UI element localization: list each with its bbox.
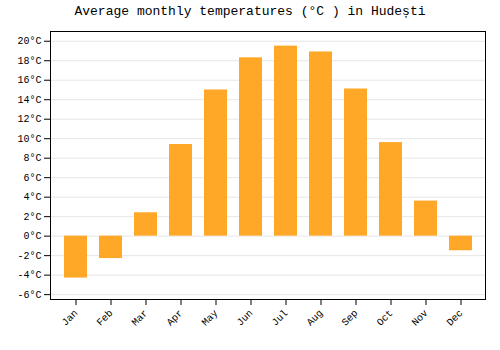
svg-text:2°C: 2°C [23, 212, 41, 223]
svg-text:14°C: 14°C [17, 95, 41, 106]
svg-text:May: May [200, 308, 221, 329]
svg-text:8°C: 8°C [23, 153, 41, 164]
svg-text:Dec: Dec [445, 308, 466, 329]
svg-text:16°C: 16°C [17, 75, 41, 86]
svg-text:Aug: Aug [305, 308, 326, 329]
svg-text:10°C: 10°C [17, 134, 41, 145]
svg-text:Apr: Apr [165, 308, 186, 329]
svg-text:Jun: Jun [235, 308, 256, 329]
svg-text:18°C: 18°C [17, 56, 41, 67]
svg-text:Nov: Nov [410, 308, 431, 329]
svg-text:Jul: Jul [270, 308, 291, 329]
svg-text:-6°C: -6°C [17, 290, 41, 301]
svg-text:12°C: 12°C [17, 114, 41, 125]
svg-text:-4°C: -4°C [17, 270, 41, 281]
html-text:Average monthly temperatures (: Average monthly temperatures (°C ) in Hu… [74, 4, 426, 19]
svg-text:Sep: Sep [340, 308, 361, 329]
svg-text:Mar: Mar [130, 308, 151, 329]
svg-text:Feb: Feb [95, 308, 116, 329]
svg-text:Jan: Jan [60, 308, 81, 329]
svg-text:6°C: 6°C [23, 173, 41, 184]
svg-text:20°C: 20°C [17, 36, 41, 47]
svg-text:0°C: 0°C [23, 231, 41, 242]
svg-text:Oct: Oct [375, 308, 396, 329]
svg-text:4°C: 4°C [23, 192, 41, 203]
svg-text:-2°C: -2°C [17, 251, 41, 262]
